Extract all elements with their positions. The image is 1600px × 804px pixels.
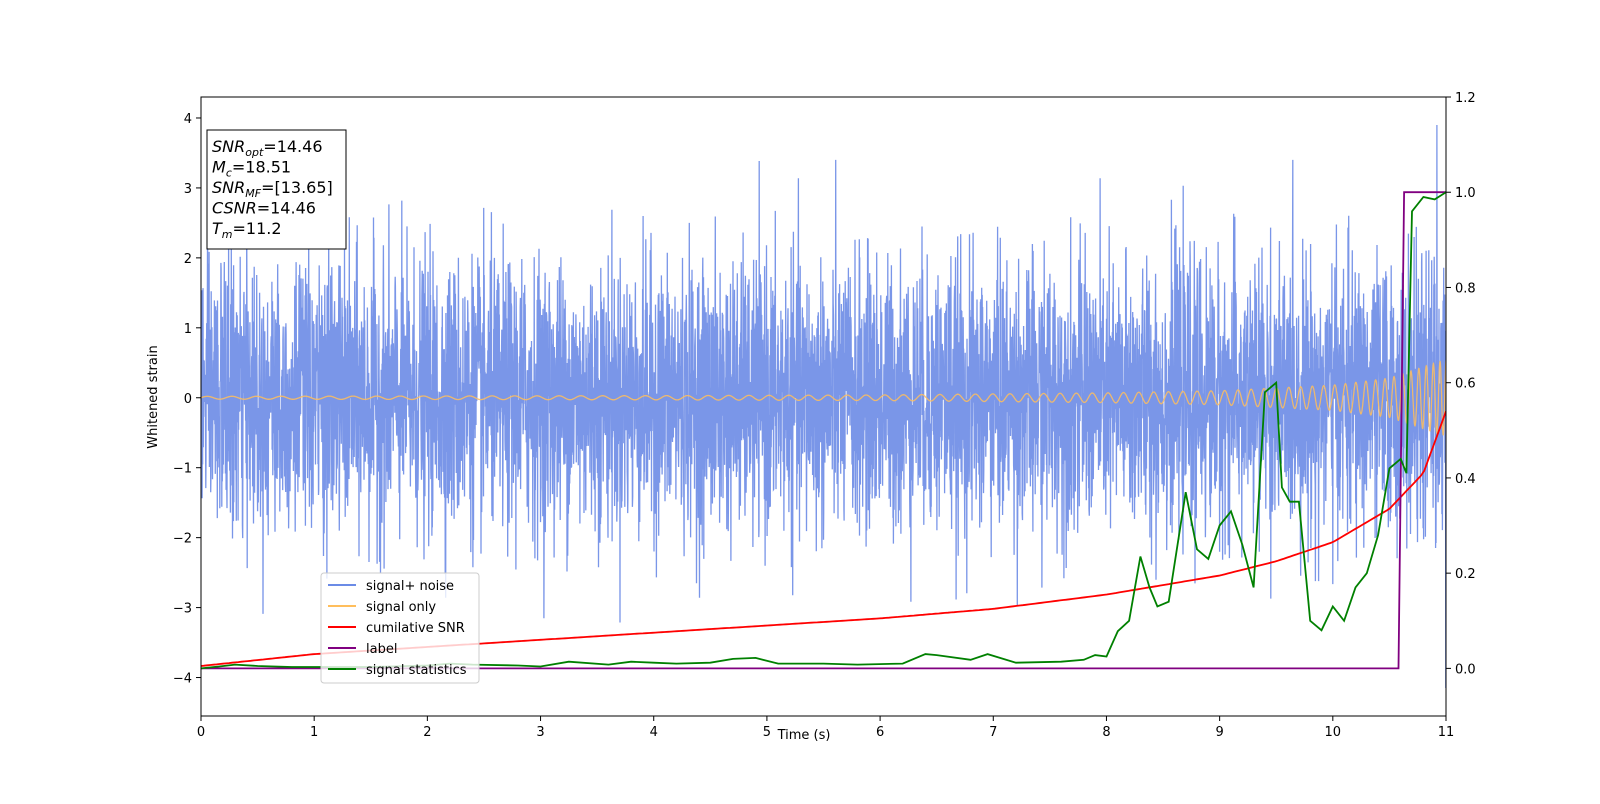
x-tick-label: 10 [1325, 725, 1342, 740]
y-tick-label: −4 [173, 672, 192, 687]
legend-label: signal statistics [366, 663, 467, 678]
signal-noise-line [201, 124, 1446, 689]
x-tick-label: 8 [1102, 725, 1110, 740]
y2-tick-label: 0.8 [1455, 281, 1476, 296]
annotation-layer: SNRopt=14.46Mc=18.51SNRMF=[13.65]CSNR=14… [206, 129, 347, 250]
x-axis-label: Time (s) [777, 728, 831, 743]
y-tick-label: 1 [184, 322, 192, 337]
x-tick-label: 5 [763, 725, 771, 740]
y2-tick-label: 0.6 [1455, 377, 1476, 392]
annotation-line: Tm=11.2 [212, 219, 282, 241]
y-tick-label: −2 [173, 532, 192, 547]
y2-tick-label: 1.2 [1455, 91, 1476, 106]
y-tick-label: 3 [184, 182, 192, 197]
x-tick-label: 11 [1438, 725, 1455, 740]
signal-only-line [201, 360, 1446, 436]
legend-label: signal only [366, 600, 436, 615]
axes-layer: 0 1 2 3 4 5 6 7 8 9 10 11 −4 −3 −2 −1 0 1 2 3 4 0.0 0.2 0.4 0.6 0… [173, 91, 1476, 740]
annotation-line: SNRopt=14.46 [212, 137, 323, 159]
x-tick-label: 0 [197, 725, 205, 740]
y2-tick-label: 0.0 [1455, 662, 1476, 677]
y-tick-label: −1 [173, 462, 192, 477]
y-tick-label: 4 [184, 112, 192, 127]
x-tick-label: 9 [1215, 725, 1223, 740]
plot-frame [200, 96, 1447, 717]
annotation-line: SNRMF=[13.65] [212, 178, 333, 200]
y2-tick-label: 1.0 [1455, 186, 1476, 201]
signal-statistics-line [201, 191, 1446, 670]
y-tick-label: 0 [184, 392, 192, 407]
y-tick-label: 2 [184, 252, 192, 267]
x-tick-label: 4 [650, 725, 658, 740]
legend-label: cumilative SNR [366, 621, 465, 636]
annotation-box [206, 129, 347, 250]
y2-tick-label: 0.2 [1455, 567, 1476, 582]
x-tick-label: 1 [310, 725, 318, 740]
x-tick-label: 3 [536, 725, 544, 740]
label-line [201, 191, 1446, 670]
legend-label: label [366, 642, 397, 657]
annotation-line: CSNR=14.46 [212, 199, 316, 218]
x-tick-label: 6 [876, 725, 884, 740]
x-tick-label: 2 [423, 725, 431, 740]
legend [320, 572, 480, 684]
annotation-line: Mc=18.51 [212, 158, 291, 180]
x-tick-label: 7 [989, 725, 997, 740]
y-tick-label: −3 [173, 602, 192, 617]
legend-label: signal+ noise [366, 579, 454, 594]
legend-layer: signal+ noise signal only cumilative SNR la… [320, 572, 480, 684]
y-axis-label: Whitened strain [146, 345, 161, 448]
y2-tick-label: 0.4 [1455, 472, 1476, 487]
